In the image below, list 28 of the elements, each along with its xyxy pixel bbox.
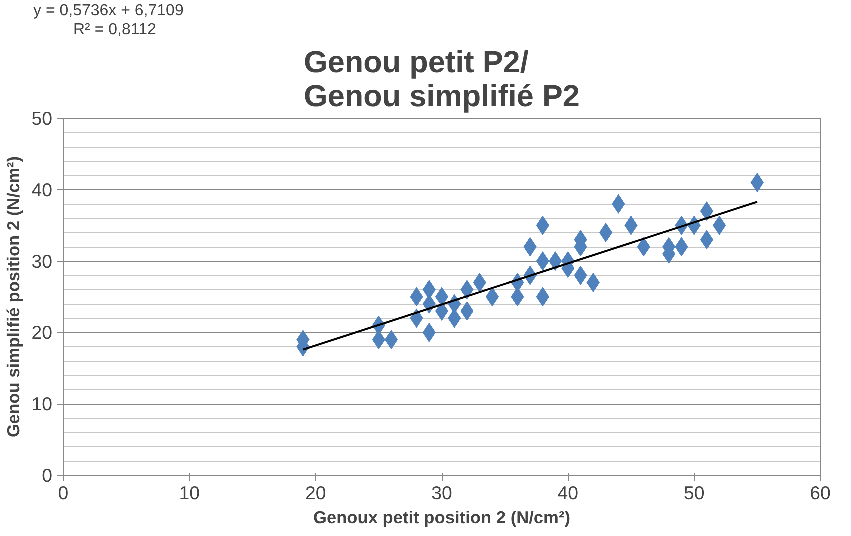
y-tick-label: 0: [42, 465, 53, 486]
x-tick-label: 20: [305, 482, 326, 504]
x-tick-label: 40: [558, 482, 579, 504]
text: R² = 0,8112: [74, 22, 156, 38]
point: [548, 252, 562, 272]
point: [486, 287, 500, 307]
y-tick-label: 50: [32, 108, 53, 129]
y-tick-label: 30: [32, 250, 53, 272]
point: [700, 230, 714, 250]
y-axis-title: Genou simplifié position 2 (N/cm²): [4, 156, 24, 438]
x-tick-label: 60: [810, 482, 831, 504]
point: [536, 216, 550, 236]
y-tick-label: 10: [32, 394, 53, 415]
point: [599, 222, 613, 242]
x-tick-label: 30: [432, 482, 452, 504]
chart-title: Genou petit P2/ Genou simplifié P2: [304, 46, 580, 114]
point: [712, 216, 726, 236]
point: [700, 202, 714, 222]
point: [384, 330, 398, 350]
y-tick-label: 20: [32, 322, 53, 344]
point: [536, 287, 550, 307]
x-tick-label: 0: [58, 482, 69, 504]
x-tick-label: 10: [179, 482, 200, 504]
y-tick-label: 40: [32, 179, 53, 200]
point: [536, 252, 550, 272]
x-tick-label: 50: [684, 482, 705, 504]
text: y = 0,5736x + 6,7109: [34, 2, 184, 20]
x-axis-title: Genoux petit position 2 (N/cm²): [313, 508, 571, 528]
